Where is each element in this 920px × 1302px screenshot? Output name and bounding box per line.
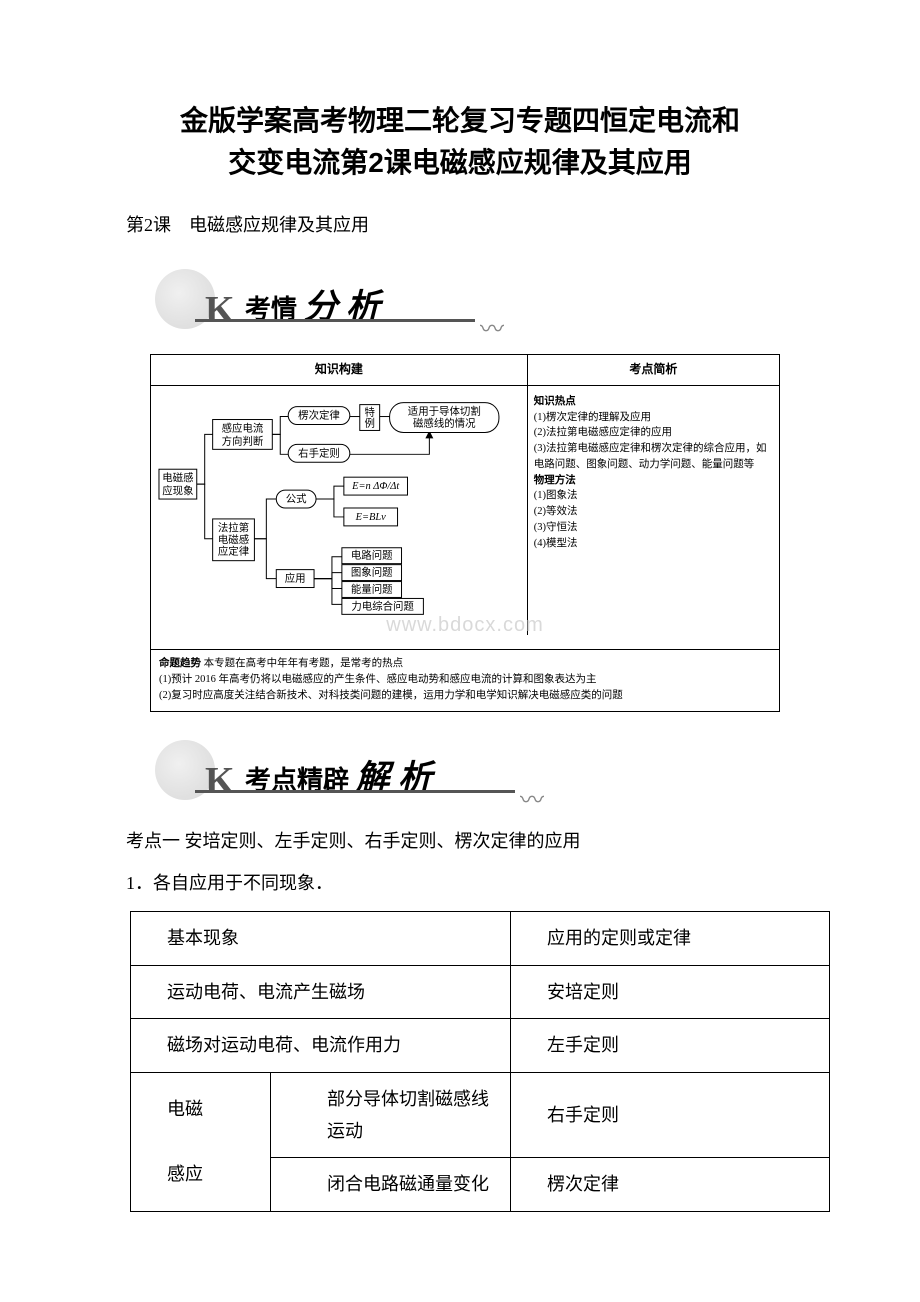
table-row: 基本现象 应用的定则或定律 xyxy=(131,912,830,965)
trend-line: 本专题在高考中年年有考题，是常考的热点 (1)预计 2016 年高考仍将以电磁感… xyxy=(159,658,623,702)
method-item: (1)图象法 xyxy=(534,488,773,504)
table-row: 运动电荷、电流产生磁场 安培定则 xyxy=(131,965,830,1018)
cell: 安培定则 xyxy=(511,965,830,1018)
table-row: 磁场对运动电荷、电流作用力 左手定则 xyxy=(131,1019,830,1072)
svg-text:能量问题: 能量问题 xyxy=(351,582,393,595)
svg-text:法拉第: 法拉第 xyxy=(218,521,249,534)
svg-text:应用: 应用 xyxy=(285,572,306,585)
svg-text:适用于导体切割: 适用于导体切割 xyxy=(408,405,481,418)
svg-text:应定律: 应定律 xyxy=(218,545,249,558)
cell: 楞次定律 xyxy=(511,1158,830,1211)
svg-text:E=BLv: E=BLv xyxy=(355,512,387,523)
diagram-footer: 命题趋势 本专题在高考中年年有考题，是常考的热点 (1)预计 2016 年高考仍… xyxy=(151,649,779,711)
hot-item: (1)楞次定律的理解及应用 xyxy=(534,410,773,426)
banner-jiexi: K 考点精辟 解 析 〰 xyxy=(150,742,830,800)
hot-item: (3)法拉第电磁感应定律和楞次定律的综合应用，如电路问题、图象问题、动力学问题、… xyxy=(534,441,773,473)
kaodian-1-heading: 考点一 安培定则、左手定则、右手定则、楞次定律的应用 xyxy=(90,825,830,857)
diagram-header: 知识构建 考点简析 xyxy=(151,355,779,386)
rules-table: 基本现象 应用的定则或定律 运动电荷、电流产生磁场 安培定则 磁场对运动电荷、电… xyxy=(130,911,830,1211)
th-phenomenon: 基本现象 xyxy=(131,912,511,965)
svg-text:应现象: 应现象 xyxy=(162,484,193,497)
cell: 右手定则 xyxy=(511,1072,830,1158)
banner-analysis: K 考情 分 析 〰 xyxy=(150,271,830,329)
svg-text:右手定则: 右手定则 xyxy=(298,446,340,459)
title-line-2: 交变电流第2课电磁感应规律及其应用 xyxy=(228,147,692,178)
table-row: 电磁 感应 部分导体切割磁感线运动 右手定则 xyxy=(131,1072,830,1158)
tree-svg: 电磁感应现象 感应电流方向判断 法拉第电磁感应定律 楞次定律 特例 适用于导体切 xyxy=(155,394,523,619)
cell-emi: 电磁 感应 xyxy=(131,1072,271,1211)
trend-line-1: (1)预计 2016 年高考仍将以电磁感应的产生条件、感应电动势和感应电流的计算… xyxy=(159,674,597,685)
title-line-1: 金版学案高考物理二轮复习专题四恒定电流和 xyxy=(180,105,740,136)
cell-text: 感应 xyxy=(167,1164,203,1184)
svg-text:电路问题: 电路问题 xyxy=(351,549,393,562)
cell: 运动电荷、电流产生磁场 xyxy=(131,965,511,1018)
trend-line-2: (2)复习时应高度关注结合新技术、对科技类问题的建模，运用力学和电学知识解决电磁… xyxy=(159,690,623,701)
banner-underline xyxy=(195,319,475,322)
page-title: 金版学案高考物理二轮复习专题四恒定电流和 交变电流第2课电磁感应规律及其应用 xyxy=(90,100,830,184)
svg-text:公式: 公式 xyxy=(286,492,307,505)
svg-text:特: 特 xyxy=(364,407,374,419)
trend-line-0: 本专题在高考中年年有考题，是常考的热点 xyxy=(204,658,404,669)
svg-text:例: 例 xyxy=(364,416,374,429)
diagram-body: 电磁感应现象 感应电流方向判断 法拉第电磁感应定律 楞次定律 特例 适用于导体切 xyxy=(151,386,779,635)
svg-text:方向判断: 方向判断 xyxy=(222,434,264,447)
svg-text:E=n ΔΦ/Δt: E=n ΔΦ/Δt xyxy=(351,481,400,492)
svg-text:力电综合问题: 力电综合问题 xyxy=(351,599,414,612)
diagram-right-panel: 知识热点 (1)楞次定律的理解及应用 (2)法拉第电磁感应定律的应用 (3)法拉… xyxy=(528,386,779,635)
diagram-header-right: 考点简析 xyxy=(528,355,779,385)
th-rule: 应用的定则或定律 xyxy=(511,912,830,965)
svg-text:电磁感: 电磁感 xyxy=(162,471,193,484)
diagram-tree: 电磁感应现象 感应电流方向判断 法拉第电磁感应定律 楞次定律 特例 适用于导体切 xyxy=(151,386,528,635)
banner-letter: K xyxy=(205,747,235,815)
cell: 左手定则 xyxy=(511,1019,830,1072)
cell: 磁场对运动电荷、电流作用力 xyxy=(131,1019,511,1072)
method-title: 物理方法 xyxy=(534,473,773,489)
svg-text:楞次定律: 楞次定律 xyxy=(298,409,340,422)
cell-text: 电磁 xyxy=(167,1099,203,1119)
swoosh-icon: 〰 xyxy=(480,309,504,352)
banner-text: 考情 分 析 xyxy=(245,277,380,338)
knowledge-diagram: 知识构建 考点简析 xyxy=(150,354,780,711)
banner-letter: K xyxy=(205,276,235,344)
hot-title: 知识热点 xyxy=(534,394,773,410)
method-item: (2)等效法 xyxy=(534,504,773,520)
lesson-subtitle: 第2课 电磁感应规律及其应用 xyxy=(90,209,830,241)
trend-label: 命题趋势 xyxy=(159,658,201,669)
cell: 部分导体切割磁感线运动 xyxy=(271,1072,511,1158)
method-item: (3)守恒法 xyxy=(534,520,773,536)
banner-underline xyxy=(195,790,515,793)
svg-text:感应电流: 感应电流 xyxy=(222,421,264,434)
hot-item: (2)法拉第电磁感应定律的应用 xyxy=(534,425,773,441)
banner-text: 考点精辟 解 析 xyxy=(245,748,432,809)
svg-text:磁感线的情况: 磁感线的情况 xyxy=(413,416,476,429)
cell: 闭合电路磁通量变化 xyxy=(271,1158,511,1211)
method-item: (4)模型法 xyxy=(534,536,773,552)
diagram-header-left: 知识构建 xyxy=(151,355,528,385)
svg-text:电磁感: 电磁感 xyxy=(218,533,249,546)
swoosh-icon: 〰 xyxy=(520,780,544,823)
svg-text:图象问题: 图象问题 xyxy=(351,566,393,579)
para-1: 1．各自应用于不同现象． xyxy=(90,867,830,899)
